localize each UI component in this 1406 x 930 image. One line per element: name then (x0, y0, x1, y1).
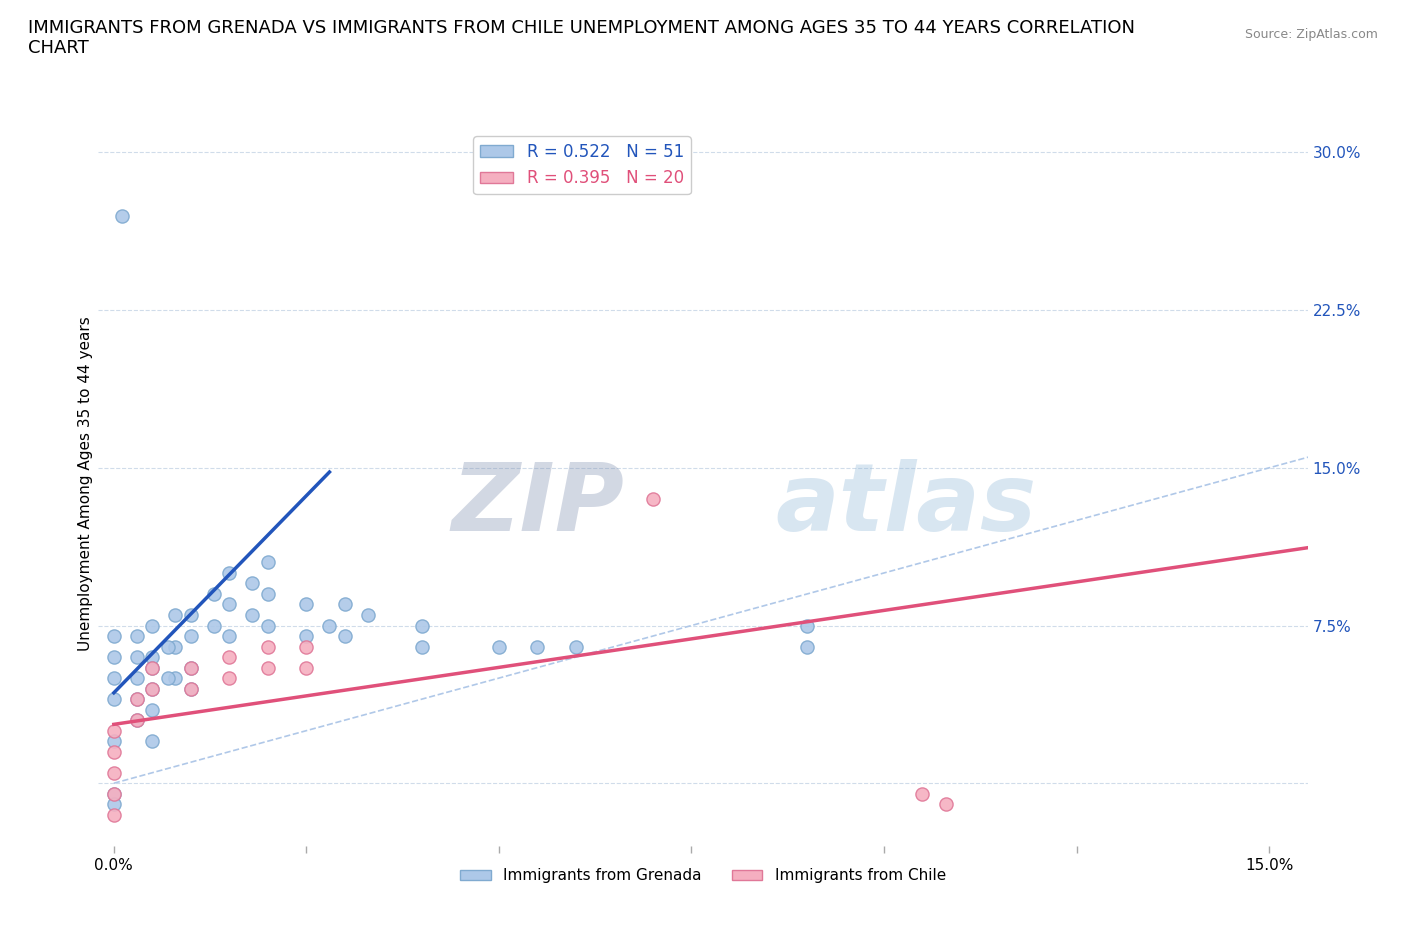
Point (180, 660, 202, 675)
Point (141, 734, 163, 749)
Text: IMMIGRANTS FROM GRENADA VS IMMIGRANTS FROM CHILE UNEMPLOYMENT AMONG AGES 35 TO 4: IMMIGRANTS FROM GRENADA VS IMMIGRANTS FR… (28, 19, 1135, 58)
Point (110, 208, 132, 223)
Point (165, 671, 187, 685)
Point (257, 555, 280, 570)
Point (180, 629, 202, 644)
Point (103, 671, 125, 685)
Point (103, 807, 125, 822)
Point (796, 618, 818, 633)
Point (333, 629, 356, 644)
Point (911, 786, 934, 801)
Point (103, 692, 125, 707)
Point (411, 618, 433, 633)
Point (295, 629, 318, 644)
Point (935, 797, 957, 812)
Point (202, 618, 225, 633)
Point (257, 618, 280, 633)
Point (141, 660, 163, 675)
Point (141, 650, 163, 665)
Point (103, 786, 125, 801)
Point (257, 660, 280, 675)
Point (125, 671, 148, 685)
Point (125, 712, 148, 727)
Point (295, 660, 318, 675)
Point (333, 597, 356, 612)
Point (218, 671, 240, 685)
Point (218, 597, 240, 612)
Point (165, 639, 187, 654)
Point (180, 660, 202, 675)
Point (180, 681, 202, 696)
Point (411, 639, 433, 654)
Legend: Immigrants from Grenada, Immigrants from Chile: Immigrants from Grenada, Immigrants from… (454, 862, 952, 889)
Point (103, 797, 125, 812)
Text: atlas: atlas (776, 459, 1036, 551)
Point (125, 712, 148, 727)
Point (141, 681, 163, 696)
Point (295, 597, 318, 612)
Point (295, 639, 318, 654)
Point (141, 681, 163, 696)
Text: Source: ZipAtlas.com: Source: ZipAtlas.com (1244, 28, 1378, 41)
Point (103, 786, 125, 801)
Point (125, 692, 148, 707)
Point (125, 629, 148, 644)
Point (242, 576, 264, 591)
Point (218, 565, 240, 580)
Point (156, 671, 179, 685)
Point (641, 492, 664, 507)
Point (218, 629, 240, 644)
Point (796, 639, 818, 654)
Point (141, 618, 163, 633)
Point (565, 639, 588, 654)
Point (357, 607, 380, 622)
Point (103, 765, 125, 780)
Point (218, 650, 240, 665)
Point (202, 587, 225, 602)
Text: ZIP: ZIP (451, 459, 624, 551)
Point (103, 724, 125, 738)
Point (180, 607, 202, 622)
Point (257, 639, 280, 654)
Point (488, 639, 510, 654)
Point (125, 650, 148, 665)
Point (242, 607, 264, 622)
Point (526, 639, 548, 654)
Point (141, 660, 163, 675)
Point (156, 639, 179, 654)
Point (141, 702, 163, 717)
Point (165, 607, 187, 622)
Point (103, 734, 125, 749)
Y-axis label: Unemployment Among Ages 35 to 44 years: Unemployment Among Ages 35 to 44 years (77, 316, 93, 651)
Point (318, 618, 340, 633)
Point (180, 681, 202, 696)
Point (257, 587, 280, 602)
Point (103, 629, 125, 644)
Point (103, 650, 125, 665)
Point (125, 692, 148, 707)
Point (103, 744, 125, 759)
